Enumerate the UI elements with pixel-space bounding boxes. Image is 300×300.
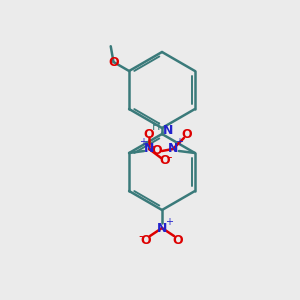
Text: O: O <box>141 233 151 247</box>
Text: -: - <box>139 230 143 244</box>
Text: -: - <box>150 140 154 154</box>
Text: N: N <box>168 142 178 155</box>
Text: O: O <box>108 56 119 68</box>
Text: -: - <box>168 152 172 164</box>
Text: N: N <box>163 124 173 136</box>
Text: O: O <box>160 154 170 167</box>
Text: O: O <box>152 145 162 158</box>
Text: +: + <box>175 137 183 147</box>
Text: +: + <box>139 137 147 147</box>
Text: O: O <box>144 128 154 140</box>
Text: +: + <box>165 217 173 227</box>
Text: N: N <box>157 221 167 235</box>
Text: O: O <box>182 128 192 142</box>
Text: N: N <box>144 142 154 155</box>
Text: O: O <box>173 233 183 247</box>
Text: H: H <box>152 122 160 132</box>
